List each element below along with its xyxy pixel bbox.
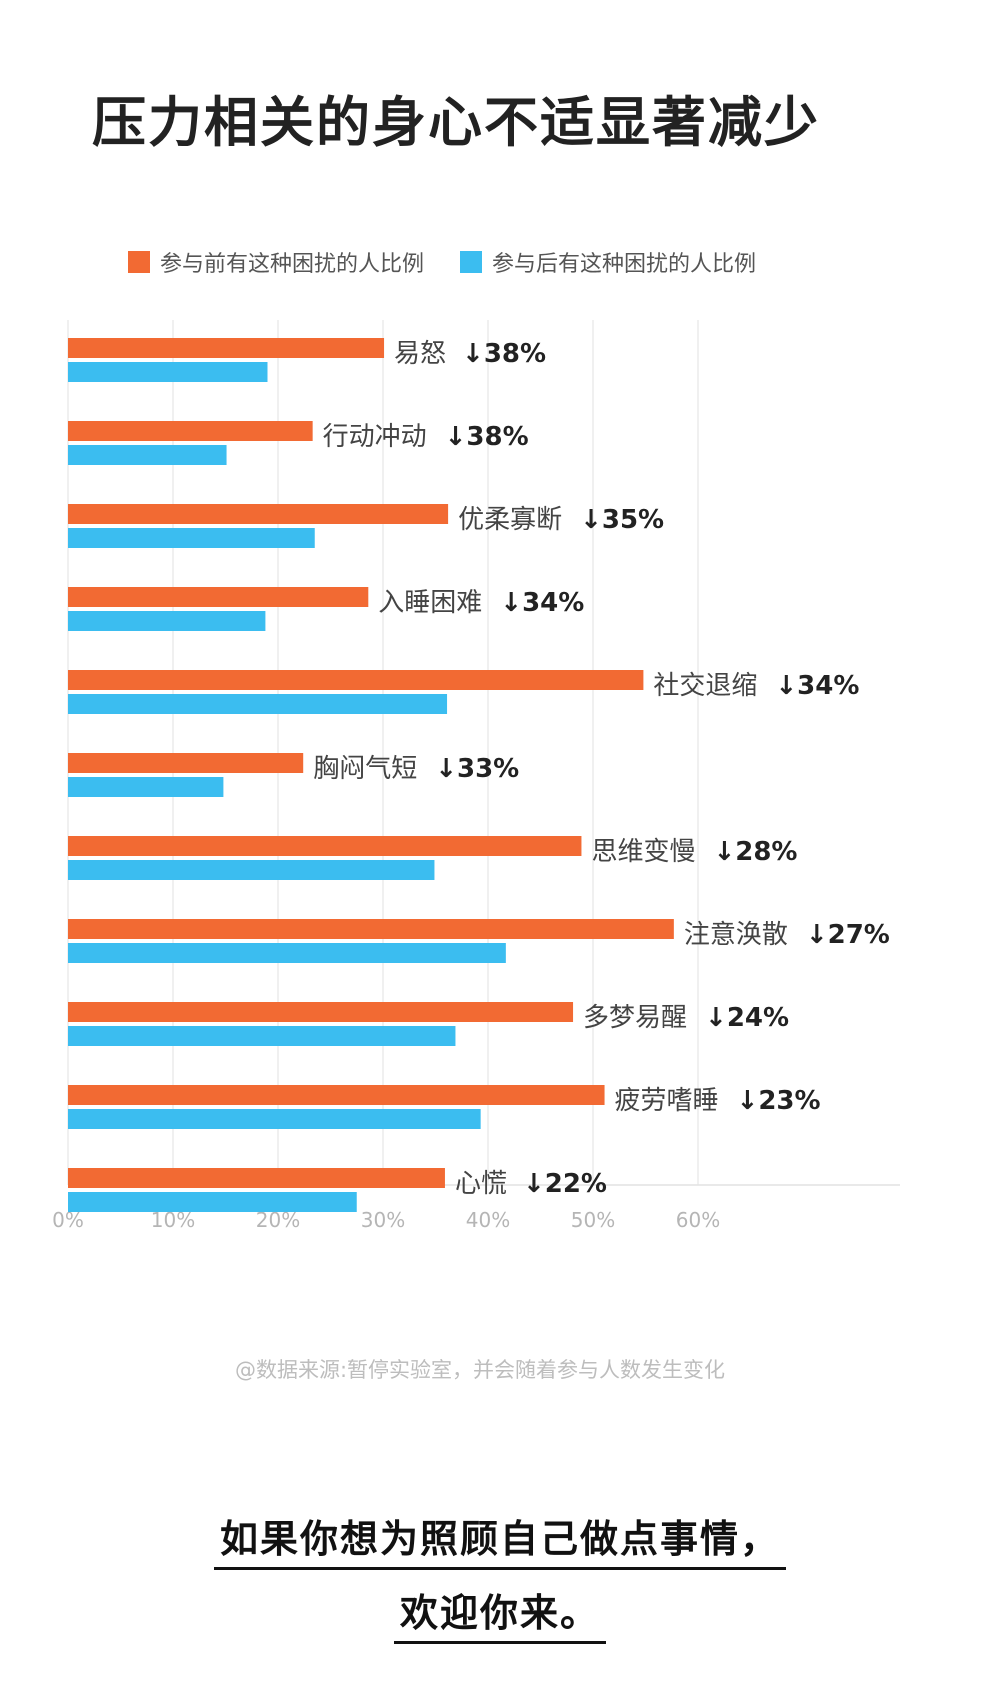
legend-item-before: 参与前有这种困扰的人比例 <box>128 246 424 278</box>
category-label: 注意涣散 <box>684 920 788 950</box>
bar-chart: 0% 10% 20% 30% 40% 50% 60%易怒 ↓38%行动冲动 ↓38%优柔寡断 ↓3… <box>52 320 900 1232</box>
bar-before <box>68 338 385 358</box>
bar-after <box>68 777 224 797</box>
cta-line-1-text: 如果你想为照顾自己做点事情， <box>213 1508 786 1570</box>
chart-title: 压力相关的身心不适显著减少 <box>92 91 820 154</box>
category-label: 易怒 <box>394 339 446 369</box>
bar-after <box>68 362 268 382</box>
bar-after <box>68 528 315 548</box>
bar-before <box>68 836 582 856</box>
legend-label-after: 参与后有这种困扰的人比例 <box>492 252 757 277</box>
category-label: 社交退缩 <box>653 671 757 701</box>
bar-after <box>68 611 266 631</box>
legend-label-before: 参与前有这种困扰的人比例 <box>160 252 425 277</box>
x-tick-label: 40% <box>466 1208 510 1232</box>
reduction-label: ↓24% <box>705 1003 789 1033</box>
x-tick-label: 30% <box>361 1208 405 1232</box>
bar-before <box>68 919 674 939</box>
bar-after <box>68 445 227 465</box>
bar-before <box>68 1085 605 1105</box>
bar-after <box>68 1026 456 1046</box>
legend-swatch-after <box>460 251 483 273</box>
reduction-label: ↓38% <box>462 339 546 369</box>
bar-before <box>68 421 313 441</box>
reduction-label: ↓33% <box>435 754 519 784</box>
bar-before <box>68 504 449 524</box>
category-label: 胸闷气短 <box>313 754 417 784</box>
reduction-label: ↓38% <box>445 422 529 452</box>
bar-before <box>68 1002 574 1022</box>
cta-line-1: 如果你想为照顾自己做点事情， <box>0 1508 1000 1570</box>
bar-before <box>68 753 304 773</box>
category-label: 心慌 <box>455 1169 507 1199</box>
reduction-label: ↓34% <box>500 588 584 618</box>
reduction-label: ↓22% <box>523 1169 607 1199</box>
category-label: 多梦易醒 <box>583 1003 687 1033</box>
legend: 参与前有这种困扰的人比例 参与后有这种困扰的人比例 <box>128 246 756 278</box>
bar-before <box>68 670 644 690</box>
category-label: 思维变慢 <box>591 837 695 867</box>
reduction-label: ↓35% <box>580 505 664 535</box>
legend-swatch-before <box>128 251 150 273</box>
reduction-label: ↓28% <box>713 837 797 867</box>
data-source-note: @数据来源:暂停实验室，并会随着参与人数发生变化 <box>234 1358 726 1382</box>
bar-before <box>68 1168 445 1188</box>
cta-line-2: 欢迎你来。 <box>0 1582 1000 1644</box>
bar-before <box>68 587 369 607</box>
x-tick-label: 60% <box>676 1208 720 1232</box>
bar-after <box>68 943 506 963</box>
category-label: 优柔寡断 <box>458 505 562 535</box>
category-label: 行动冲动 <box>323 422 427 452</box>
category-label: 入睡困难 <box>378 588 482 618</box>
reduction-label: ↓34% <box>775 671 859 701</box>
legend-item-after: 参与后有这种困扰的人比例 <box>460 246 756 278</box>
bar-after <box>68 860 435 880</box>
category-label: 疲劳嗜睡 <box>615 1086 719 1116</box>
bar-after <box>68 1192 357 1212</box>
reduction-label: ↓23% <box>737 1086 821 1116</box>
x-tick-label: 50% <box>571 1208 615 1232</box>
reduction-label: ↓27% <box>806 920 890 950</box>
bar-after <box>68 1109 481 1129</box>
bar-after <box>68 694 448 714</box>
cta-line-2-text: 欢迎你来。 <box>393 1582 606 1644</box>
